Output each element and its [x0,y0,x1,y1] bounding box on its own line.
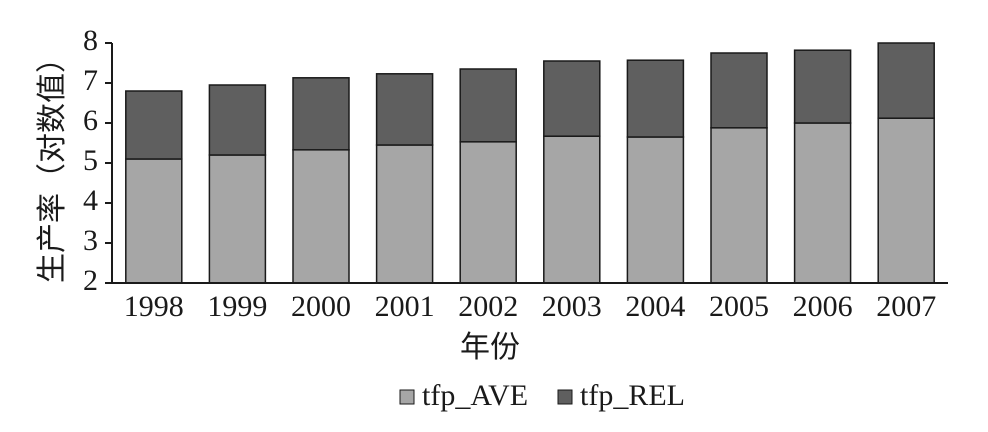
y-tick-label: 3 [83,224,98,257]
x-tick-label: 1998 [124,290,184,323]
y-tick-label: 7 [83,64,98,97]
legend-swatch [399,389,415,405]
bar-segment [626,136,685,284]
x-tick-label: 2002 [458,290,518,323]
bar-segment [292,149,350,284]
bar-segment [125,90,183,160]
x-tick-label: 2007 [876,290,936,323]
legend-label: tfp_AVE [422,379,528,412]
x-tick-label: 2003 [542,290,602,323]
bar-segment [793,49,852,124]
bar-segment [626,59,685,138]
y-tick-label: 2 [83,264,98,297]
bar-segment [877,117,935,284]
y-tick-label: 4 [83,184,98,217]
bar-segment [877,42,935,119]
bar-segment [543,135,601,284]
y-tick-label: 8 [83,24,98,57]
x-tick-label: 2005 [709,290,769,323]
bar-segment [208,84,267,156]
bar-segment [292,77,350,151]
y-axis-title: 生产率（对数值） [36,43,69,283]
x-tick-label: 2006 [793,290,853,323]
legend-swatch [557,389,573,405]
legend-label: tfp_REL [580,379,685,412]
x-tick-label: 2000 [291,290,351,323]
bar-segment [459,68,517,143]
bar-segment [375,144,434,284]
bar-segment [208,154,267,284]
bar-segment [459,141,517,284]
y-tick-label: 6 [83,104,98,137]
bar-segment [125,158,183,284]
bar-segment [543,60,601,137]
x-tick-label: 2004 [625,290,685,323]
x-axis-title: 年份 [460,331,520,364]
y-tick-label: 5 [83,144,98,177]
bar-segment [375,73,434,146]
bar-segment [710,52,768,129]
bar-segment [710,127,768,284]
x-tick-label: 1999 [207,290,267,323]
x-tick-label: 2001 [375,290,435,323]
bar-segment [793,122,852,284]
